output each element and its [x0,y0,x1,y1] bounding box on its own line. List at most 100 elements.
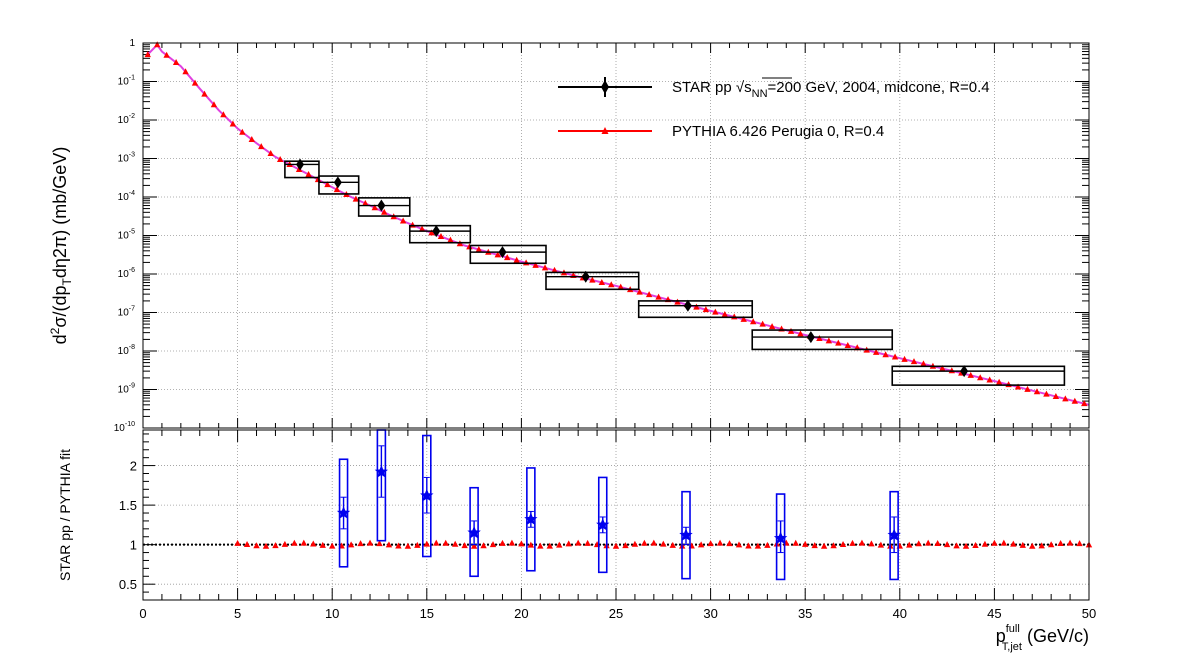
pythia-point [447,236,454,243]
pythia-point [399,217,407,224]
pythia-ratio-point [726,540,733,547]
pythia-point [153,41,161,48]
pythia-ratio-point [442,539,449,546]
pythia-ratio-point [934,539,941,546]
star-sys-box [284,160,320,179]
pythia-point [608,281,615,288]
pythia-point [645,291,653,298]
pythia-point [144,51,151,58]
pythia-point [504,254,511,261]
bottom-x-tick-label: 5 [234,606,241,621]
legend: STAR pp √sNN=200 GeV, 2004, midcone, R=0… [558,77,990,140]
pythia-point [513,256,520,263]
top-y-tick-label: 10-2 [118,113,135,126]
star-sys-box [751,329,894,351]
pythia-ratio-point [433,539,440,546]
pythia-ratio-point [395,542,402,549]
top-y-axis-title-part: d [50,334,70,344]
pythia-ratio-point [915,540,922,547]
top-frame [142,42,1090,429]
pythia-point [768,323,776,330]
pythia-point [239,128,246,135]
pythia-ratio-point [669,541,676,548]
pythia-ratio-point [262,542,270,549]
pythia-point [191,79,199,86]
pythia-point [201,90,208,97]
legend-star-label: STAR pp √sNN=200 GeV, 2004, midcone, R=0… [672,79,990,100]
pythia-ratio-point [423,540,430,547]
star-ratio-point [336,506,351,519]
bottom-frame [142,429,1090,601]
star-point [498,246,507,259]
star-ratio-point [467,525,481,539]
top-y-tick-label: 10-7 [118,306,135,319]
pythia-point [1024,385,1031,392]
pythia-point [381,208,388,215]
star-point [296,158,305,171]
pythia-ratio-point [660,540,667,547]
pythia-ratio-point [1066,539,1074,546]
pythia-ratio-point [366,539,374,546]
legend-pythia-marker [601,127,609,134]
top-y-tick-label: 10-6 [118,267,135,280]
pythia-ratio-point [461,542,468,549]
pythia-ratio-point [480,542,487,549]
pythia-ratio-point [470,542,478,549]
bottom-x-tick-label: 25 [609,606,623,621]
pythia-ratio-point [877,541,885,548]
pythia-ratio-point [243,541,251,548]
pythia-ratio-point [811,542,818,549]
pythia-point [267,149,274,156]
top-y-tick-label: 10-10 [114,421,135,434]
pythia-point [617,283,624,290]
pythia-point [248,136,255,143]
top-y-tick-label: 10-8 [118,344,135,357]
pythia-point [891,353,899,360]
pythia-ratio-point [641,539,648,546]
pythia-point [655,293,662,300]
pythia-ratio-point [357,540,364,547]
pythia-ratio-point [300,539,308,546]
pythia-point [702,306,710,313]
pythia-ratio-point [792,539,799,546]
pythia-point [787,327,795,334]
legend-pythia-label: PYTHIA 6.426 Perugia 0, R=0.4 [672,123,884,140]
pythia-ratio-point [574,539,582,546]
pythia-ratio-point [1000,539,1008,546]
pythia-point [882,351,889,358]
pythia-ratio-point [546,542,553,549]
top-y-tick-label: 10-1 [118,75,135,88]
bottom-x-tick-label: 45 [987,606,1001,621]
pythia-ratio-point [329,542,336,549]
top-y-axis-title: d2σ/(dpTdη2π) (mb/GeV) [48,147,74,345]
star-sys-box [545,271,640,291]
pythia-ratio-point [839,541,847,548]
pythia-point [333,186,341,193]
legend-star-label-sqrt: √s [736,79,752,96]
bottom-x-axis-title: pfull T,jet (GeV/c) [996,623,1089,653]
pythia-ratio-point [319,541,326,548]
pythia-ratio-point [830,542,837,549]
bottom-x-tick-label: 20 [514,606,528,621]
pythia-point [1014,383,1022,390]
bottom-x-tick-label: 0 [139,606,146,621]
pythia-point [967,371,974,378]
pythia-ratio-point [622,542,629,549]
pythia-ratio-point [906,541,913,548]
pythia-point [541,264,549,271]
pythia-ratio-point [234,539,241,546]
pythia-ratio-point [1010,540,1017,547]
top-y-tick-label-exp: -3 [129,152,135,159]
pythia-ratio-point [716,539,724,546]
bottom-x-tick-label: 30 [703,606,717,621]
pythia-point [939,365,946,372]
pythia-point [220,111,227,118]
top-y-axis-title-part: T [60,277,74,285]
pythia-ratio-point [707,540,714,547]
star-ratio-point [374,464,388,478]
pythia-ratio-point [849,539,856,546]
star-point [581,270,590,283]
pythia-ratio-point [1038,542,1045,549]
